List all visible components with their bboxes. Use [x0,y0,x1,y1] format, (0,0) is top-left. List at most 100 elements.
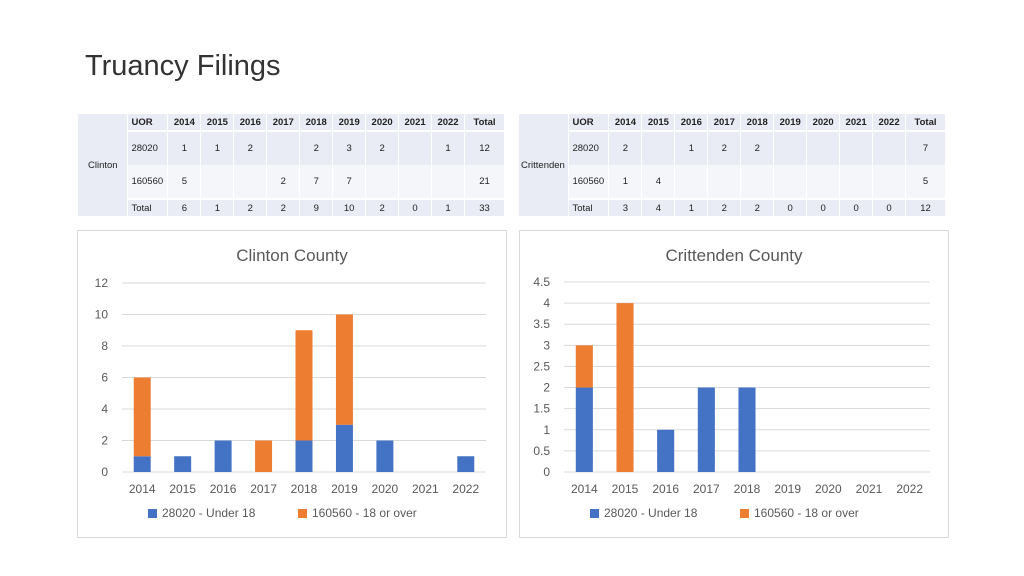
bar-segment [295,440,313,472]
table-cell: 4 [641,165,676,199]
table-cell: 9 [299,198,334,216]
table-cell [773,131,808,165]
header-cell: 2020 [806,114,841,132]
table-cell: 2 [365,131,400,165]
x-tick-label: 2019 [774,482,801,496]
table-cell: 10 [332,198,367,216]
header-cell: UOR [127,114,169,132]
bar-segment [697,387,715,472]
table-cell: 2 [707,198,742,216]
header-cell: Total [464,114,505,132]
x-tick-label: 2022 [452,482,479,496]
header-cell: 2019 [332,114,367,132]
y-tick-label: 2 [543,381,550,395]
y-tick-label: 1.5 [533,402,550,416]
bar-segment [657,429,675,472]
table-cell [398,165,433,199]
header-cell: 2018 [740,114,775,132]
table-row: 160560 5 2 7 7 21 [78,165,505,199]
legend-swatch [148,509,157,518]
table-cell: 2 [740,198,775,216]
table-cell [431,165,465,199]
table-cell: 3 [608,198,643,216]
bar-segment [133,456,151,472]
y-tick-label: 1 [543,423,550,437]
table-cell: 2 [233,198,268,216]
chart-title: Clinton County [236,246,348,265]
table-cell: 1 [431,131,465,165]
bar-segment [457,456,475,472]
bar-segment [738,387,756,472]
x-tick-label: 2016 [652,482,679,496]
table-cell: 7 [332,165,367,199]
table-cell [839,131,874,165]
table-cell: 1 [608,165,643,199]
header-cell: 2015 [641,114,676,132]
table-cell: 5 [905,165,946,199]
chart-title: Crittenden County [665,246,803,265]
legend-label: 160560 - 18 or over [312,506,417,520]
table-cell [674,165,709,199]
table-cell: 3 [332,131,367,165]
table-cell: 2 [365,198,400,216]
header-cell: 2021 [398,114,433,132]
table-cell: 28020 [568,131,610,165]
header-cell: 2022 [431,114,465,132]
y-tick-label: 0 [543,465,550,479]
table-cell: Total [568,198,610,216]
x-tick-label: 2020 [815,482,842,496]
y-tick-label: 3.5 [533,317,550,331]
table-cell: 0 [773,198,808,216]
table-total-row: Total 3 4 1 2 2 0 0 0 0 12 [519,198,946,216]
header-cell: 2020 [365,114,400,132]
header-cell: 2018 [299,114,334,132]
table-cell [806,165,841,199]
clinton-chart-svg: Clinton County 0 2 4 6 8 10 12 2014 2015 2016 2017 2… [95,246,486,520]
y-tick-label: 3 [543,338,550,352]
table-cell: 1 [167,131,202,165]
table-cell: 2 [740,131,775,165]
bar-segment [616,303,634,472]
table-cell [773,165,808,199]
table-cell: 0 [872,198,907,216]
page-title: Truancy Filings [85,50,281,82]
y-tick-label: 12 [95,276,109,290]
x-tick-label: 2015 [612,482,639,496]
header-cell: 2016 [233,114,268,132]
table-cell: 0 [806,198,841,216]
table-cell: 5 [167,165,202,199]
clinton-chart: Clinton County 0 2 4 6 8 10 12 2014 2015 2016 2017 2… [77,230,507,538]
table-cell [266,131,301,165]
bar-segment [295,330,313,441]
header-cell: 2015 [200,114,235,132]
table-cell: 0 [839,198,874,216]
clinton-table: Clinton UOR 2014 2015 2016 2017 2018 201… [78,114,505,216]
y-tick-label: 10 [95,308,109,322]
x-tick-label: 2016 [210,482,237,496]
x-tick-label: 2015 [169,482,196,496]
bar-segment [575,387,593,472]
x-tick-label: 2018 [291,482,318,496]
table-cell: 1 [431,198,465,216]
header-cell: 2014 [608,114,643,132]
table-cell: 2 [266,198,301,216]
header-cell: 2017 [266,114,301,132]
table-cell: 1 [200,198,235,216]
table-cell: 21 [464,165,505,199]
y-tick-label: 4.5 [533,275,550,289]
x-tick-label: 2021 [856,482,883,496]
table-cell [398,131,433,165]
y-tick-label: 2.5 [533,359,550,373]
y-tick-label: 8 [101,339,108,353]
x-tick-label: 2021 [412,482,439,496]
y-tick-label: 2 [101,434,108,448]
table-cell: 7 [299,165,334,199]
table-cell: 6 [167,198,202,216]
x-tick-label: 2019 [331,482,358,496]
table-cell [200,165,235,199]
header-cell: UOR [568,114,610,132]
bar-segment [255,440,273,472]
bar-segment [335,314,353,425]
table-cell: 33 [464,198,505,216]
crittenden-table: Crittenden UOR 2014 2015 2016 2017 2018 … [519,114,946,216]
